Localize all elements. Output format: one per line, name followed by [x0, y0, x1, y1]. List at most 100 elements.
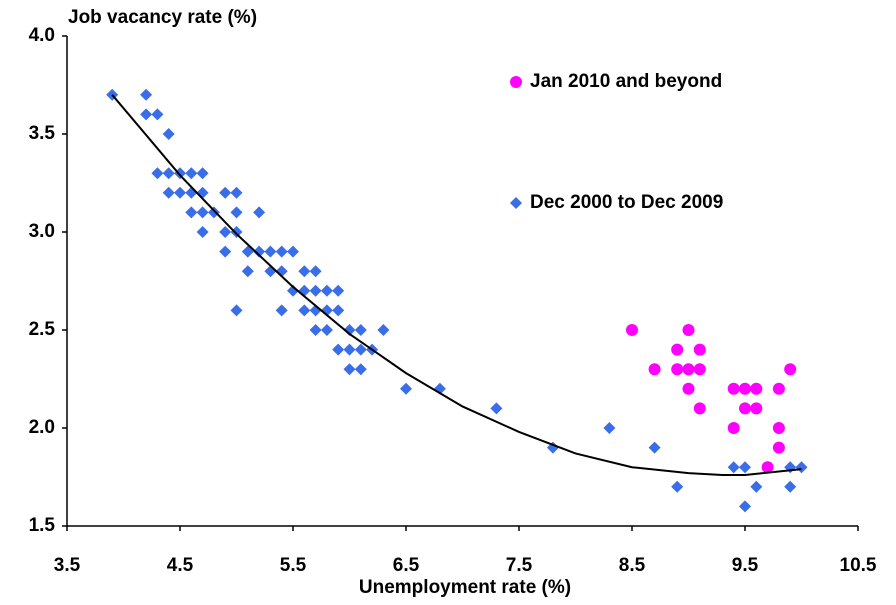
x-tick-label: 7.5 [506, 555, 533, 576]
x-tick-label: 5.5 [280, 555, 307, 576]
point [490, 402, 503, 415]
point [784, 363, 797, 376]
point [185, 167, 198, 180]
point [400, 382, 412, 395]
point [287, 245, 299, 258]
point [207, 206, 220, 219]
point [772, 441, 785, 454]
point [693, 363, 706, 376]
x-tick-label: 8.5 [619, 555, 646, 576]
legend-marker [510, 76, 522, 88]
point [230, 304, 243, 317]
point [230, 206, 243, 219]
point [287, 284, 299, 297]
point [671, 343, 684, 356]
point [185, 206, 198, 219]
point [219, 226, 232, 238]
point [230, 226, 243, 238]
point [682, 363, 695, 376]
point [332, 343, 345, 356]
point [682, 382, 695, 395]
legend-marker [510, 197, 522, 209]
point [693, 402, 706, 415]
legend-label: Dec 2000 to Dec 2009 [530, 192, 723, 213]
point [354, 363, 367, 376]
y-tick-label: 3.0 [29, 221, 55, 242]
point [750, 480, 763, 493]
x-tick-label: 6.5 [393, 555, 420, 576]
point [727, 382, 740, 395]
point [750, 402, 763, 415]
x-tick-label: 10.5 [840, 555, 877, 576]
point [162, 128, 175, 140]
point [739, 402, 751, 415]
point [219, 245, 232, 258]
point [298, 265, 311, 278]
point [795, 461, 808, 474]
y-tick-label: 1.5 [29, 515, 56, 536]
point [253, 206, 266, 219]
point [648, 363, 661, 376]
point [343, 343, 356, 356]
point [298, 304, 311, 317]
point [784, 480, 797, 493]
point [162, 167, 175, 180]
x-tick-label: 9.5 [732, 555, 759, 576]
point [343, 324, 356, 336]
point [772, 382, 785, 395]
point [377, 324, 390, 336]
point [309, 324, 322, 336]
point [309, 284, 322, 297]
point [671, 480, 684, 493]
y-tick-label: 2.5 [29, 319, 56, 340]
point [162, 186, 175, 199]
point [174, 186, 186, 199]
x-axis-title: Unemployment rate (%) [359, 577, 571, 598]
point [140, 108, 153, 121]
point [196, 186, 209, 199]
point [151, 108, 164, 121]
point [320, 324, 333, 336]
point [196, 167, 209, 180]
point [275, 245, 288, 258]
point [253, 245, 266, 258]
point [354, 343, 367, 356]
point [727, 422, 740, 434]
point [275, 304, 288, 317]
point [332, 284, 345, 297]
point [761, 461, 774, 474]
point [772, 422, 785, 434]
point [671, 363, 684, 376]
point [354, 324, 367, 336]
point [196, 226, 209, 238]
point [739, 382, 751, 395]
point [230, 186, 243, 199]
point [241, 265, 254, 278]
point [739, 500, 751, 513]
point [343, 363, 356, 376]
point [196, 206, 209, 219]
point [648, 441, 661, 454]
x-tick-label: 3.5 [54, 555, 81, 576]
point [264, 245, 277, 258]
point [185, 186, 198, 199]
point [750, 382, 763, 395]
legend-label: Jan 2010 and beyond [530, 71, 722, 92]
point [332, 304, 345, 317]
point [739, 461, 751, 474]
point [140, 88, 153, 101]
y-axis-title: Job vacancy rate (%) [68, 7, 257, 28]
point [219, 186, 232, 199]
point [309, 265, 322, 278]
point [320, 284, 333, 297]
point [603, 422, 616, 434]
y-tick-label: 2.0 [29, 417, 55, 438]
y-tick-label: 3.5 [29, 123, 56, 144]
point [693, 343, 706, 356]
point [682, 324, 695, 336]
x-tick-label: 4.5 [167, 555, 194, 576]
trend-line [111, 94, 802, 477]
y-tick-label: 4.0 [29, 25, 55, 46]
point [151, 167, 164, 180]
